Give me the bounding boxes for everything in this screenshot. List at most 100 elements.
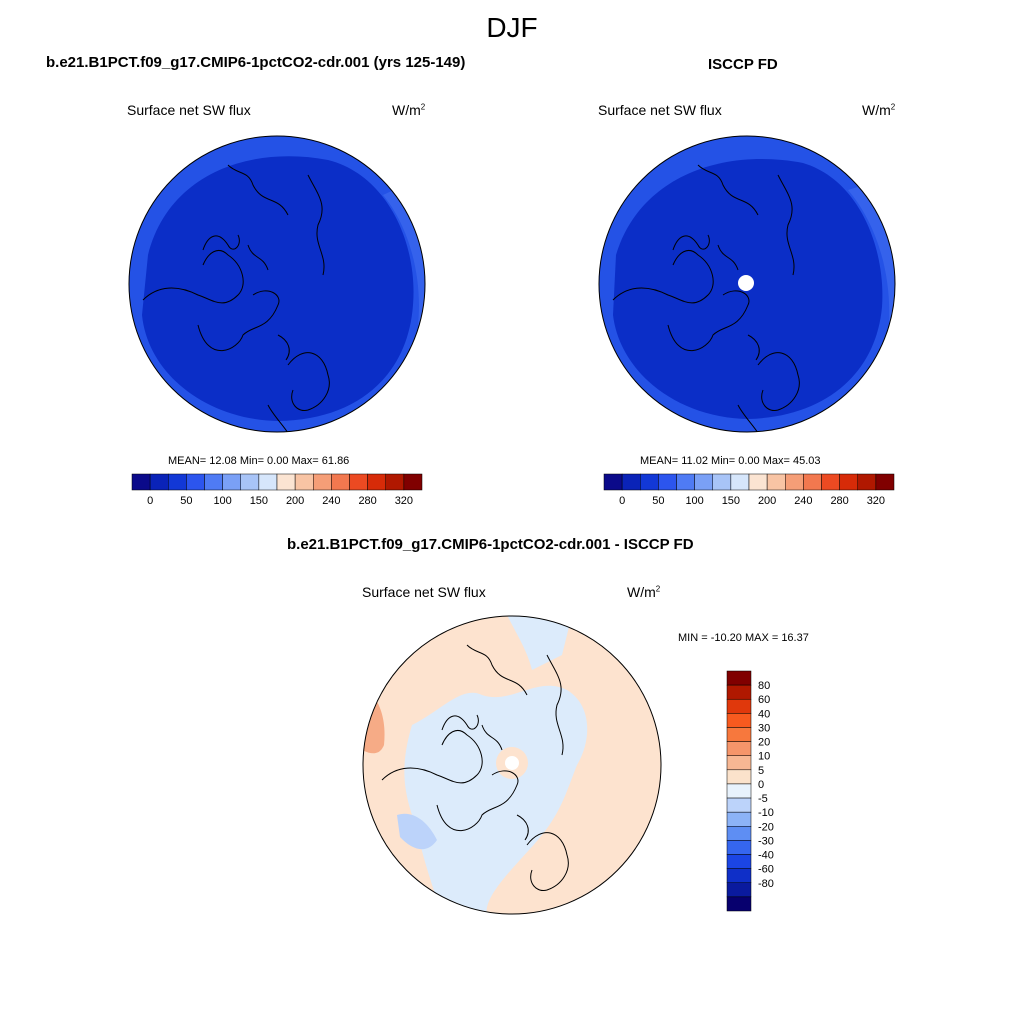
panel2-stats: MEAN= 11.02 Min= 0.00 Max= 45.03 <box>640 455 821 467</box>
panel1-colorbar-box <box>258 473 278 491</box>
panel3-colorbar-box <box>726 826 752 841</box>
panel1-colorbar: 0 50 100 150 200 240 280 320 <box>131 473 423 507</box>
panel3-colorbar-box <box>726 755 752 771</box>
panel2-colorbar-box <box>748 473 768 491</box>
panel1-colorbar-box <box>385 473 405 491</box>
panel3-pale-blue-top <box>507 616 572 670</box>
panel1-inner-field <box>142 156 414 421</box>
panel3-colorbar-tick-label: 20 <box>758 737 770 749</box>
panel1-map-border <box>128 135 426 433</box>
panel3-colorbar-tick-label: -80 <box>758 878 774 890</box>
panel1-colorbar-box <box>331 473 350 491</box>
panel1-colorbar-tick-label: 0 <box>147 495 153 507</box>
panel2-coastlines <box>612 164 800 432</box>
panel2-colorbar-box <box>785 473 804 491</box>
panel2-colorbar-box <box>603 473 623 491</box>
panel3-colorbar-box <box>726 783 752 799</box>
panel2-colorbar-tick-label: 0 <box>619 495 625 507</box>
panel2-colorbar-box <box>803 473 822 491</box>
panel2-variable-label: Surface net SW flux <box>598 102 722 118</box>
panel2-colorbar-box <box>730 473 750 491</box>
panel2-colorbar-tick-label: 100 <box>685 495 703 507</box>
panel1-colorbar-box <box>367 473 386 491</box>
panel1-colorbar-box <box>168 473 187 491</box>
panel1-colorbar-box <box>276 473 296 491</box>
panel3-colorbar-box <box>726 811 752 827</box>
panel2-colorbar: 0 50 100 150 200 240 280 320 <box>603 473 895 507</box>
panel2-colorbar-tick-label: 280 <box>830 495 848 507</box>
panel2-colorbar-box <box>857 473 877 491</box>
panel2-colorbar-tick-label: 320 <box>867 495 885 507</box>
panel1-colorbar-tick-label: 280 <box>358 495 376 507</box>
panel3-pale-blue-region <box>404 685 588 914</box>
panel1-variable-label: Surface net SW flux <box>127 102 251 118</box>
panel1-colorbar-tick-label: 50 <box>180 495 192 507</box>
panel2-polar-map <box>598 135 896 433</box>
panel3-variable-label: Surface net SW flux <box>362 584 486 600</box>
panel3-colorbar: 80 60 40 30 20 10 5 0 -5 -10 -20 -30 -40 -60 -80 <box>726 670 774 912</box>
panel3-colorbar-box <box>726 797 752 813</box>
panel1-colorbar-box <box>131 473 151 491</box>
panel1-colorbar-box <box>149 473 169 491</box>
panel3-colorbar-tick-label: -30 <box>758 835 774 847</box>
panel3-map-border <box>362 615 662 915</box>
panel3-colorbar-tick-label: -20 <box>758 821 774 833</box>
panel1-colorbar-box <box>294 473 314 491</box>
panel3-colorbar-tick-label: -60 <box>758 864 774 876</box>
panel1-title: b.e21.B1PCT.f09_g17.CMIP6-1pctCO2-cdr.00… <box>46 54 466 71</box>
panel3-colorbar-tick-label: 5 <box>758 765 764 777</box>
panel2-colorbar-tick-label: 50 <box>652 495 664 507</box>
panel3-colorbar-box <box>726 727 752 742</box>
panel3-colorbar-box <box>726 868 752 884</box>
panel1-coastlines <box>142 164 330 432</box>
panel2-polar-hole <box>738 275 754 291</box>
panel3-colorbar-box <box>726 769 752 785</box>
panel3-colorbar-tick-label: 40 <box>758 708 770 720</box>
panel3-colorbar-box <box>726 882 752 898</box>
panel3-colorbar-box <box>726 840 752 855</box>
panel2-colorbar-box <box>712 473 732 491</box>
panel3-colorbar-box <box>726 896 752 912</box>
panel3-colorbar-box <box>726 741 752 756</box>
panel3-coastlines <box>381 644 569 892</box>
panel1-colorbar-box <box>240 473 260 491</box>
panel1-colorbar-box <box>186 473 205 491</box>
panel3-blue-patch <box>397 813 437 850</box>
panel2-colorbar-box <box>694 473 713 491</box>
panel2-colorbar-tick-label: 150 <box>722 495 740 507</box>
panel1-colorbar-tick-label: 240 <box>322 495 340 507</box>
panel3-unit-label: W/m2 <box>627 584 661 600</box>
panel1-unit-label: W/m2 <box>392 102 426 118</box>
panel2-colorbar-tick-label: 240 <box>794 495 812 507</box>
panel2-colorbar-box <box>821 473 840 491</box>
panel2-colorbar-box <box>766 473 786 491</box>
panel1-colorbar-tick-label: 100 <box>213 495 231 507</box>
panel1-colorbar-box <box>204 473 223 491</box>
panel3-colorbar-box <box>726 698 752 714</box>
panel1-colorbar-box <box>403 473 423 491</box>
panel3-colorbar-tick-label: 80 <box>758 680 770 692</box>
panel3-colorbar-box <box>726 854 752 869</box>
panel3-polar-hole <box>505 756 519 770</box>
panel3-colorbar-box <box>726 684 752 700</box>
panel3-colorbar-tick-label: 60 <box>758 694 770 706</box>
panel1-polar-map <box>128 135 426 433</box>
panel1-colorbar-tick-label: 200 <box>286 495 304 507</box>
panel2-colorbar-box <box>676 473 695 491</box>
panel3-stats: MIN = -10.20 MAX = 16.37 <box>678 632 809 644</box>
panel1-colorbar-tick-label: 150 <box>250 495 268 507</box>
panel1-colorbar-box <box>313 473 332 491</box>
panel3-colorbar-tick-label: 30 <box>758 722 770 734</box>
panel2-colorbar-box <box>658 473 677 491</box>
panel2-colorbar-box <box>839 473 858 491</box>
panel2-unit-label: W/m2 <box>862 102 896 118</box>
panel3-polar-map <box>362 615 662 915</box>
panel2-colorbar-box <box>875 473 895 491</box>
panel3-colorbar-tick-label: 10 <box>758 751 770 763</box>
panel2-colorbar-tick-label: 200 <box>758 495 776 507</box>
panel1-colorbar-box <box>349 473 368 491</box>
panel2-title: ISCCP FD <box>708 56 778 73</box>
panel3-colorbar-tick-label: 0 <box>758 779 764 791</box>
panel3-colorbar-tick-label: -10 <box>758 807 774 819</box>
panel3-title: b.e21.B1PCT.f09_g17.CMIP6-1pctCO2-cdr.00… <box>287 536 694 553</box>
